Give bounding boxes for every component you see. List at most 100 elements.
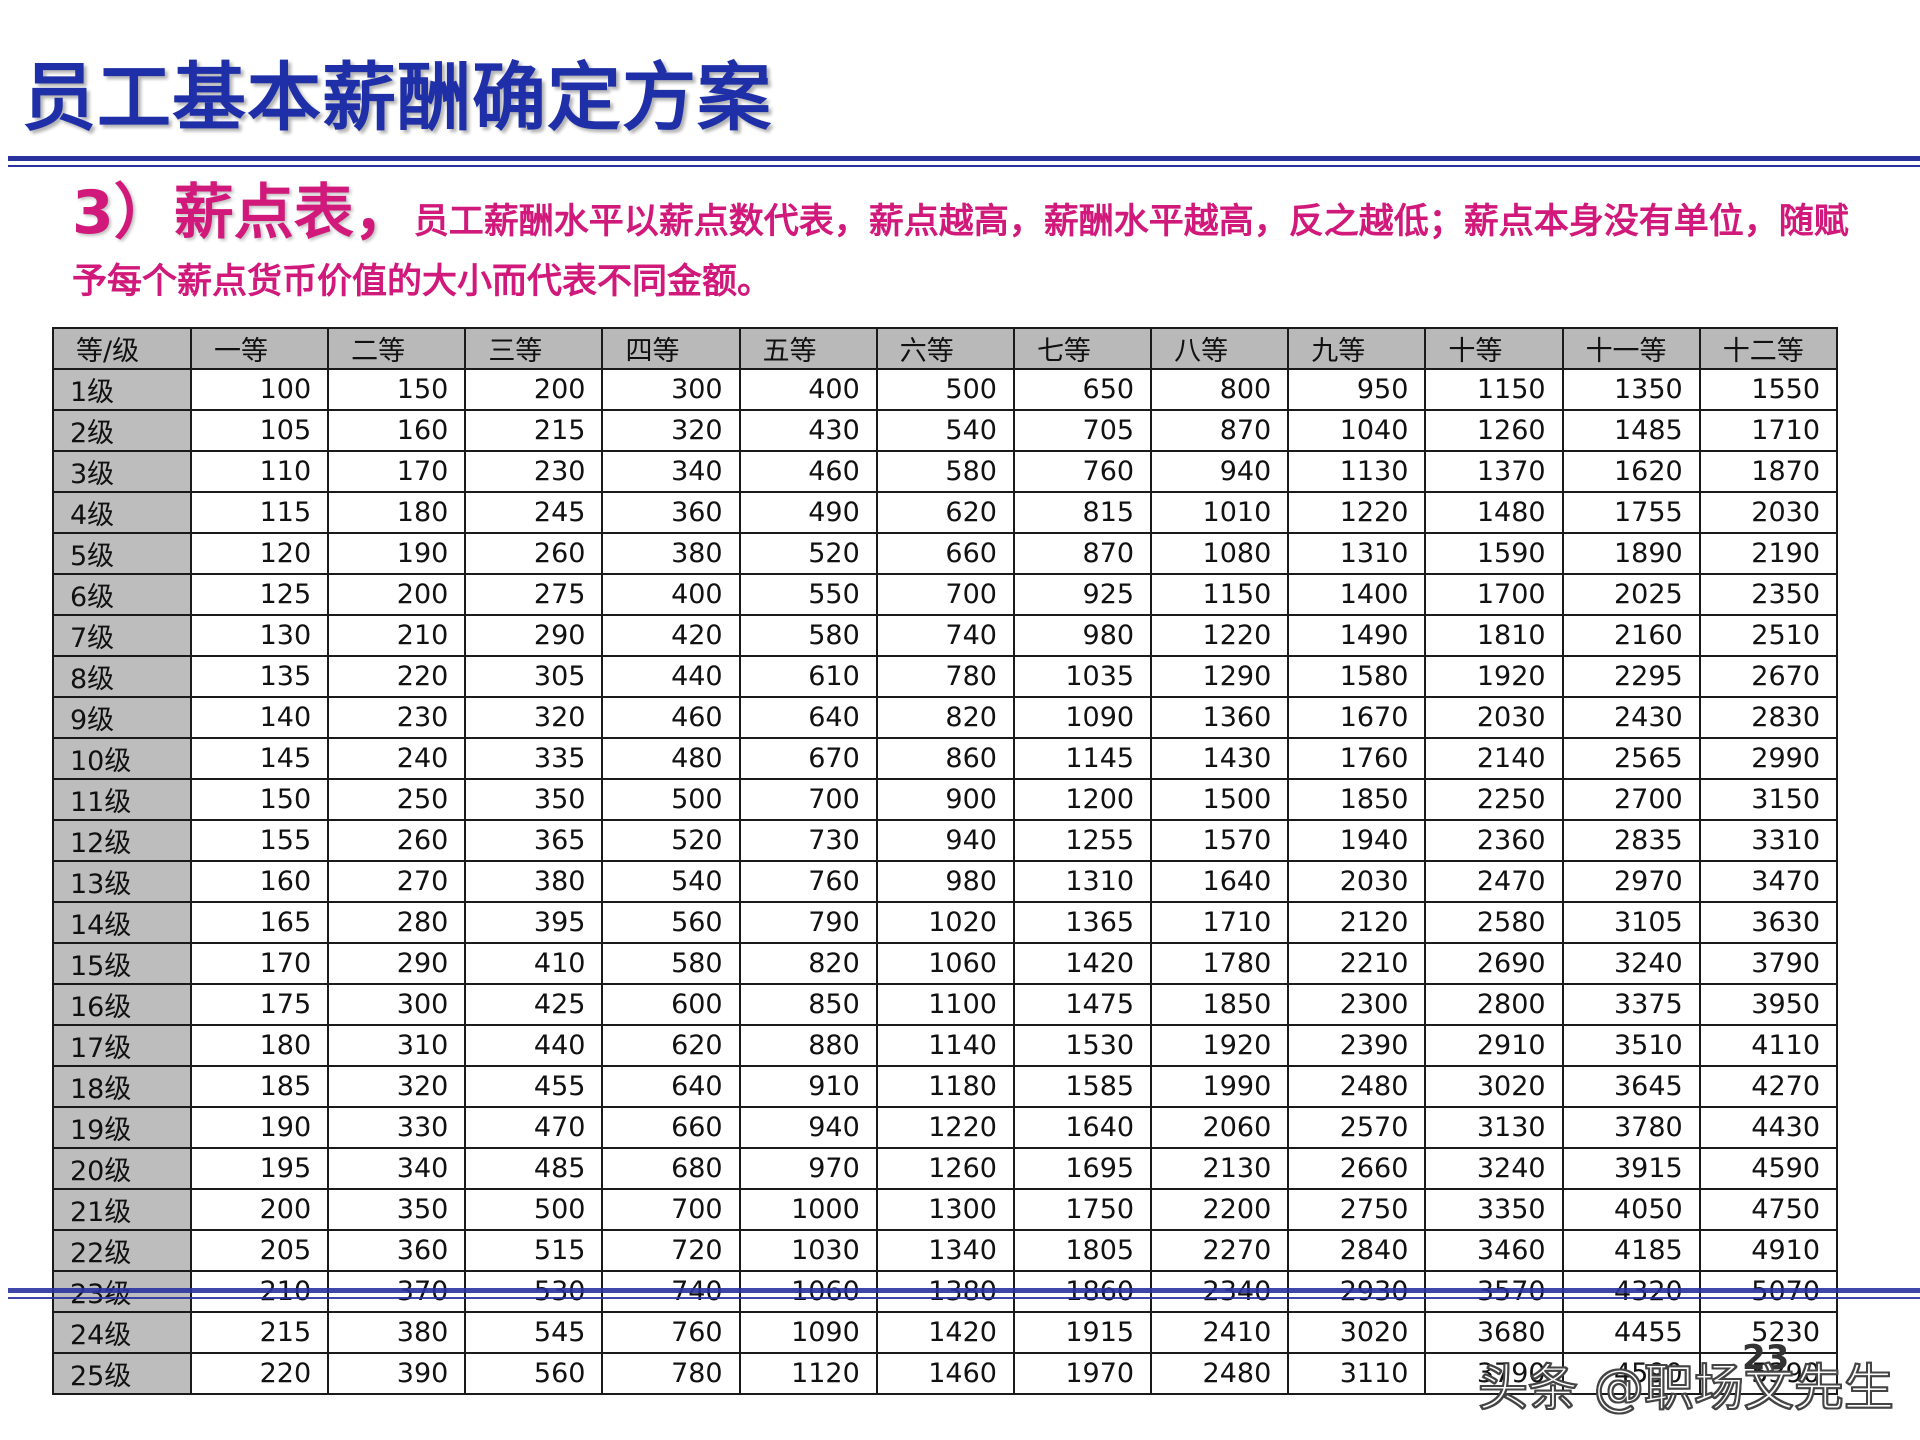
table-cell: 425 (464, 983, 604, 1026)
table-cell: 5390 (1698, 1352, 1839, 1395)
table-cell: 1370 (1424, 450, 1564, 493)
table-cell: 925 (1012, 573, 1153, 616)
row-label: 9级 (52, 696, 192, 739)
table-cell: 2840 (1287, 1229, 1427, 1272)
table-cell: 790 (738, 901, 878, 944)
table-cell: 3915 (1561, 1147, 1701, 1190)
table-cell: 3790 (1698, 942, 1839, 985)
table-row: 1级 100 150 200 300 400 500 650 800 950 1150 1350 155… (52, 368, 1839, 411)
column-header: 四等 (601, 327, 741, 370)
table-cell: 350 (327, 1188, 467, 1231)
table-cell: 480 (601, 737, 741, 780)
table-cell: 305 (464, 655, 604, 698)
table-cell: 2570 (1287, 1106, 1427, 1149)
table-cell: 250 (327, 778, 467, 821)
table-cell: 3150 (1698, 778, 1839, 821)
table-cell: 340 (601, 450, 741, 493)
bottom-divider (8, 1288, 1920, 1293)
table-cell: 820 (738, 942, 878, 985)
table-cell: 2390 (1287, 1024, 1427, 1067)
table-cell: 720 (601, 1229, 741, 1272)
table-cell: 215 (464, 409, 604, 452)
table-cell: 2510 (1698, 614, 1839, 657)
table-cell: 2910 (1424, 1024, 1564, 1067)
table-cell: 800 (1150, 368, 1290, 411)
table-cell: 880 (738, 1024, 878, 1067)
row-label: 10级 (52, 737, 192, 780)
table-cell: 360 (601, 491, 741, 534)
bottom-divider-thin (8, 1297, 1920, 1299)
table-cell: 1500 (1150, 778, 1290, 821)
row-label: 6级 (52, 573, 192, 616)
table-cell: 145 (189, 737, 330, 780)
table-cell: 195 (189, 1147, 330, 1190)
table-cell: 520 (601, 819, 741, 862)
table-cell: 125 (189, 573, 330, 616)
table-cell: 3350 (1424, 1188, 1564, 1231)
table-cell: 175 (189, 983, 330, 1026)
table-cell: 1585 (1012, 1065, 1153, 1108)
table-cell: 1760 (1287, 737, 1427, 780)
table-cell: 365 (464, 819, 604, 862)
table-cell: 1140 (875, 1024, 1015, 1067)
table-cell: 1475 (1012, 983, 1153, 1026)
table-cell: 1260 (1424, 409, 1564, 452)
table-cell: 200 (464, 368, 604, 411)
table-cell: 1180 (875, 1065, 1015, 1108)
table-cell: 160 (189, 860, 330, 903)
table-cell: 820 (875, 696, 1015, 739)
table-cell: 1030 (738, 1229, 878, 1272)
table-row: 5级 120 190 260 380 520 660 870 1080 1310 1590 1890 2… (52, 532, 1839, 575)
table-row: 17级 180 310 440 620 880 1140 1530 1920 2390 2910 35… (52, 1024, 1839, 1067)
table-body: 1级 100 150 200 300 400 500 650 800 950 1150 1350 155… (52, 368, 1839, 1395)
table-cell: 1020 (875, 901, 1015, 944)
row-label: 8级 (52, 655, 192, 698)
table-cell: 1220 (875, 1106, 1015, 1149)
table-cell: 1260 (875, 1147, 1015, 1190)
table-cell: 155 (189, 819, 330, 862)
table-cell: 310 (327, 1024, 467, 1067)
table-cell: 700 (875, 573, 1015, 616)
table-cell: 1300 (875, 1188, 1015, 1231)
table-cell: 1420 (1012, 942, 1153, 985)
table-cell: 1990 (1150, 1065, 1290, 1108)
table-cell: 1010 (1150, 491, 1290, 534)
table-cell: 440 (464, 1024, 604, 1067)
watermark: 头条 @职场文先生 (1477, 1358, 1895, 1418)
table-cell: 3470 (1698, 860, 1839, 903)
table-cell: 1750 (1012, 1188, 1153, 1231)
table-cell: 4750 (1698, 1188, 1839, 1231)
table-cell: 2830 (1698, 696, 1839, 739)
table-cell: 275 (464, 573, 604, 616)
table-cell: 440 (601, 655, 741, 698)
table-cell: 1310 (1287, 532, 1427, 575)
table-cell: 1480 (1424, 491, 1564, 534)
table-cell: 1060 (875, 942, 1015, 985)
table-cell: 320 (464, 696, 604, 739)
table-row: 9级 140 230 320 460 640 820 1090 1360 1670 2030 2430… (52, 696, 1839, 739)
table-cell: 1670 (1287, 696, 1427, 739)
table-cell: 200 (327, 573, 467, 616)
table-cell: 185 (189, 1065, 330, 1108)
top-divider-thin (8, 165, 1920, 167)
table-cell: 4910 (1698, 1229, 1839, 1272)
table-row: 12级 155 260 365 520 730 940 1255 1570 1940 2360 283… (52, 819, 1839, 862)
table-cell: 460 (601, 696, 741, 739)
table-cell: 700 (601, 1188, 741, 1231)
table-cell: 2130 (1150, 1147, 1290, 1190)
table-cell: 135 (189, 655, 330, 698)
table-cell: 320 (327, 1065, 467, 1108)
table-cell: 705 (1012, 409, 1153, 452)
table-cell: 1150 (1150, 573, 1290, 616)
row-label: 20级 (52, 1147, 192, 1190)
table-cell: 2430 (1561, 696, 1701, 739)
column-header: 三等 (464, 327, 604, 370)
table-cell: 2295 (1561, 655, 1701, 698)
row-label: 14级 (52, 901, 192, 944)
table-cell: 760 (601, 1311, 741, 1354)
table-cell: 130 (189, 614, 330, 657)
column-header: 九等 (1287, 327, 1427, 370)
table-cell: 2200 (1150, 1188, 1290, 1231)
table-cell: 3105 (1561, 901, 1701, 944)
header-corner-cell: 等/级 (52, 327, 192, 370)
